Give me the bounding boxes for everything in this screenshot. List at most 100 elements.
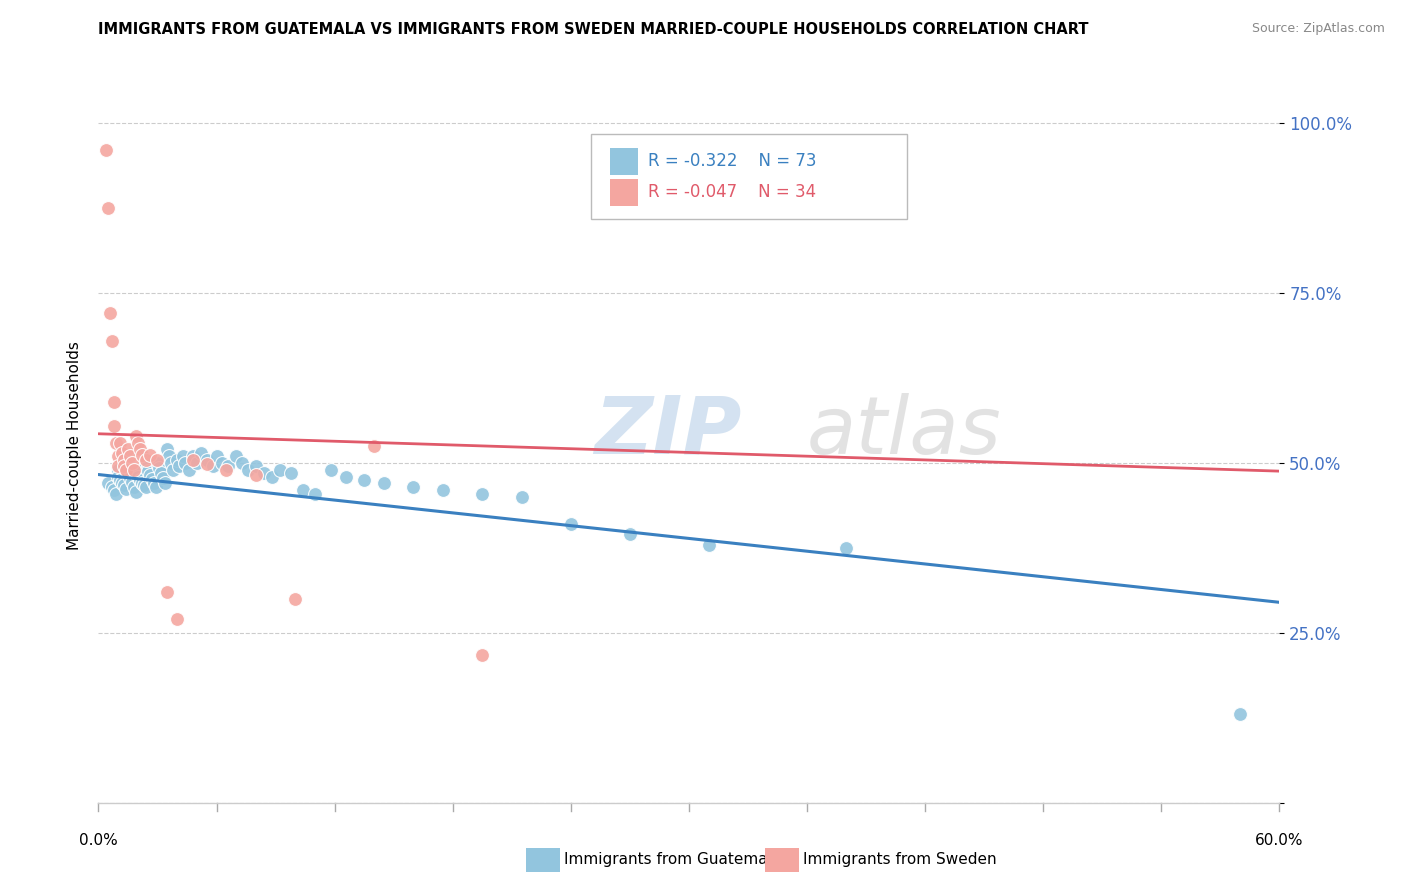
Point (319, 463, 342, 477)
Point (619, 527, 641, 541)
Point (105, 435, 128, 450)
Point (118, 471, 141, 485)
Point (103, 394, 125, 409)
Point (284, 591, 307, 606)
Point (132, 477, 155, 491)
Point (181, 452, 204, 467)
Point (160, 456, 183, 470)
Point (131, 448, 153, 462)
Point (181, 449, 204, 463)
Point (103, 483, 125, 498)
Point (107, 469, 129, 483)
Point (111, 476, 134, 491)
Point (697, 537, 720, 551)
Point (253, 466, 276, 480)
Point (128, 473, 150, 487)
Point (215, 463, 238, 477)
Point (108, 473, 131, 487)
Point (108, 435, 131, 450)
Point (292, 483, 315, 498)
Point (157, 449, 180, 463)
Point (304, 486, 326, 500)
Point (195, 452, 218, 467)
Point (121, 456, 143, 470)
Point (172, 449, 194, 463)
Text: Source: ZipAtlas.com: Source: ZipAtlas.com (1251, 22, 1385, 36)
Point (146, 452, 169, 467)
Point (835, 541, 858, 555)
Point (117, 442, 139, 457)
Point (166, 612, 188, 626)
Point (402, 480, 425, 494)
Point (269, 463, 291, 477)
Point (190, 446, 212, 460)
Text: R = -0.322    N = 73: R = -0.322 N = 73 (648, 152, 817, 169)
Point (148, 461, 170, 475)
Point (112, 452, 135, 467)
Point (217, 459, 239, 474)
Point (156, 585, 179, 599)
Point (166, 452, 188, 467)
Point (127, 469, 149, 483)
Point (96, 144, 118, 158)
Point (145, 480, 167, 494)
Point (174, 456, 197, 470)
Point (236, 463, 259, 477)
Point (471, 648, 494, 662)
Point (127, 463, 149, 477)
Point (131, 476, 153, 491)
Point (122, 463, 145, 477)
Point (156, 442, 179, 457)
Point (115, 463, 138, 477)
Point (112, 459, 135, 474)
Point (107, 463, 129, 477)
Point (363, 439, 385, 453)
Point (225, 449, 247, 463)
Point (125, 429, 148, 443)
Point (115, 482, 138, 496)
Point (280, 466, 302, 480)
Point (205, 449, 228, 463)
Point (186, 456, 208, 470)
Point (107, 459, 129, 474)
Point (167, 459, 190, 474)
Point (260, 469, 283, 483)
Point (112, 477, 135, 491)
Point (510, 490, 533, 504)
Text: 60.0%: 60.0% (1256, 833, 1303, 848)
Point (471, 486, 494, 500)
Point (353, 473, 375, 487)
Point (127, 435, 149, 450)
Text: IMMIGRANTS FROM GUATEMALA VS IMMIGRANTS FROM SWEDEN MARRIED-COUPLE HOUSEHOLDS CO: IMMIGRANTS FROM GUATEMALA VS IMMIGRANTS … (98, 22, 1088, 37)
Text: ZIP: ZIP (595, 392, 742, 471)
Point (142, 476, 165, 491)
Point (195, 458, 218, 472)
Point (138, 448, 160, 462)
Point (125, 484, 148, 499)
Point (152, 471, 174, 485)
Y-axis label: Married-couple Households: Married-couple Households (66, 342, 82, 550)
Point (211, 456, 233, 470)
Point (118, 449, 141, 463)
Point (97, 201, 120, 215)
Point (560, 517, 582, 532)
Point (128, 442, 150, 457)
Point (135, 480, 157, 494)
Text: Immigrants from Guatemala: Immigrants from Guatemala (564, 853, 782, 867)
Point (107, 449, 129, 463)
Point (201, 459, 224, 474)
Point (97, 476, 120, 491)
Point (135, 452, 157, 467)
Point (105, 486, 128, 500)
Point (98, 306, 121, 320)
Point (150, 466, 173, 480)
Text: atlas: atlas (807, 392, 1002, 471)
Point (231, 456, 253, 470)
Point (136, 464, 159, 478)
Point (177, 463, 200, 477)
Point (101, 334, 124, 348)
Point (162, 463, 184, 477)
Point (117, 466, 139, 480)
Point (103, 418, 125, 433)
Point (138, 468, 160, 483)
